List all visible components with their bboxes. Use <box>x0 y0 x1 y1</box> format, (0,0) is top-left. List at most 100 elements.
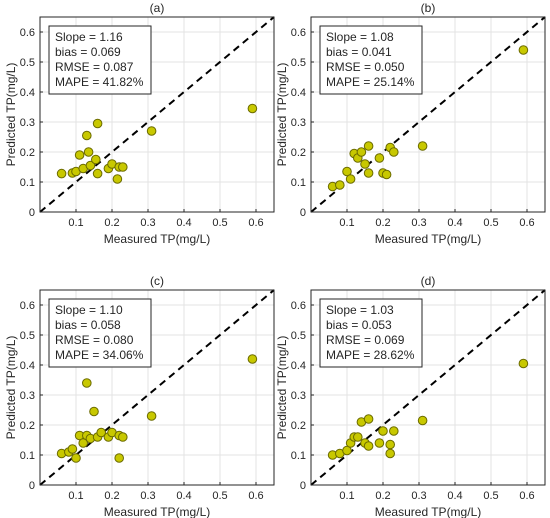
data-point <box>96 427 106 438</box>
y-tick-label: 0.2 <box>20 420 35 432</box>
data-point <box>56 168 67 179</box>
data-point <box>82 378 92 388</box>
axes-frame <box>39 16 275 213</box>
y-tick-label: 0 <box>29 480 35 492</box>
y-axis-label: Predicted TP(mg/L) <box>275 63 289 167</box>
axes-frame <box>310 16 546 213</box>
data-point <box>417 141 428 151</box>
x-tick-label: 0.6 <box>519 217 534 229</box>
data-point <box>78 438 88 448</box>
stat-bias: bias = 0.058 <box>55 318 121 332</box>
stat-slope: Slope = 1.03 <box>326 303 394 317</box>
x-tick-label: 0.6 <box>519 490 534 502</box>
y-tick-label: 0.5 <box>20 57 35 69</box>
x-tick-label: 0.1 <box>339 217 354 229</box>
x-tick-label: 0.6 <box>248 217 263 229</box>
y-axis-label: Predicted TP(mg/L) <box>4 63 18 167</box>
y-tick-label: 0 <box>300 207 306 219</box>
panel-d: 0.1 0.2 0.3 0.4 0.5 0.6 0 0.1 0.2 0.3 0.4 0.5 0.6 (… <box>275 274 546 518</box>
x-tick-label: 0.5 <box>212 490 227 502</box>
x-tick-label: 0.4 <box>176 490 191 502</box>
y-tick-label: 0.2 <box>291 147 306 159</box>
x-tick-labels: 0.1 0.2 0.3 0.4 0.5 0.6 <box>339 482 535 502</box>
y-tick-label: 0 <box>300 480 306 492</box>
x-tick-label: 0.3 <box>411 490 426 502</box>
y-tick-labels: 0 0.1 0.2 0.3 0.4 0.5 0.6 <box>291 300 314 492</box>
x-tick-label: 0.1 <box>339 490 354 502</box>
panel-label: (c) <box>150 274 164 288</box>
panel-label: (d) <box>421 274 436 288</box>
data-point <box>112 174 123 184</box>
stat-slope: Slope = 1.08 <box>326 30 394 44</box>
y-tick-label: 0.6 <box>20 300 35 312</box>
x-tick-label: 0.3 <box>140 217 155 229</box>
stat-rmse: RMSE = 0.050 <box>326 60 405 74</box>
stat-rmse: RMSE = 0.080 <box>55 333 134 347</box>
x-tick-label: 0.5 <box>483 217 498 229</box>
data-point <box>374 153 385 163</box>
x-tick-labels: 0.1 0.2 0.3 0.4 0.5 0.6 <box>68 209 264 229</box>
stat-slope: Slope = 1.16 <box>55 30 123 44</box>
data-point <box>92 168 103 179</box>
y-tick-label: 0.6 <box>291 300 306 312</box>
y-tick-label: 0.2 <box>291 420 306 432</box>
data-point <box>146 411 157 421</box>
x-axis-label: Measured TP(mg/L) <box>375 232 481 246</box>
data-point <box>518 358 529 369</box>
data-point <box>82 130 92 141</box>
data-point <box>389 147 399 157</box>
y-tick-labels: 0 0.1 0.2 0.3 0.4 0.5 0.6 <box>20 27 43 219</box>
y-tick-label: 0.1 <box>291 450 306 462</box>
panel-b: 0.1 0.2 0.3 0.4 0.5 0.6 0 0.1 0.2 0.3 0.4 0.5 0.6 (… <box>275 1 546 246</box>
x-tick-label: 0.2 <box>375 490 390 502</box>
y-tick-label: 0.1 <box>20 177 35 189</box>
data-point <box>385 439 396 450</box>
data-point <box>146 126 157 136</box>
stats-box: Slope = 1.16 bias = 0.069 RMSE = 0.087 M… <box>48 25 152 95</box>
data-point <box>67 444 78 454</box>
y-tick-label: 0.2 <box>20 147 35 159</box>
data-point <box>363 141 374 151</box>
data-point <box>378 426 388 436</box>
data-point <box>71 453 81 463</box>
panel-c: 0.1 0.2 0.3 0.4 0.5 0.6 0 0.1 0.2 0.3 0.4 0.5 0.6 (… <box>4 274 275 518</box>
data-point <box>335 180 345 190</box>
scatter-points <box>327 45 529 192</box>
data-point <box>374 438 385 448</box>
panel-a: 0.1 0.2 0.3 0.4 0.5 0.6 0 0.1 0.2 0.3 0.4 0.5 0.6 (… <box>4 1 275 246</box>
y-tick-label: 0.3 <box>20 117 35 129</box>
x-tick-label: 0.3 <box>411 217 426 229</box>
stats-box: Slope = 1.03 bias = 0.053 RMSE = 0.069 M… <box>319 298 423 368</box>
stat-slope: Slope = 1.10 <box>55 303 123 317</box>
x-tick-label: 0.3 <box>140 490 155 502</box>
data-point <box>85 160 96 171</box>
reference-line <box>39 289 275 486</box>
data-point <box>118 432 128 442</box>
panel-label: (b) <box>421 1 436 15</box>
x-tick-label: 0.5 <box>483 490 498 502</box>
y-tick-labels: 0 0.1 0.2 0.3 0.4 0.5 0.6 <box>291 27 314 219</box>
axes-frame <box>310 289 546 486</box>
y-tick-label: 0.3 <box>291 390 306 402</box>
stat-mape: MAPE = 34.06% <box>55 348 144 362</box>
x-tick-label: 0.2 <box>375 217 390 229</box>
y-tick-labels: 0 0.1 0.2 0.3 0.4 0.5 0.6 <box>20 300 43 492</box>
y-tick-label: 0.4 <box>291 360 306 372</box>
data-point <box>118 162 128 172</box>
scatter-points <box>327 358 529 460</box>
data-point <box>74 150 85 160</box>
stat-rmse: RMSE = 0.087 <box>55 60 134 74</box>
y-axis-label: Predicted TP(mg/L) <box>4 336 18 440</box>
scatter-points <box>56 354 258 463</box>
stats-box-frame <box>48 298 152 368</box>
y-tick-label: 0.5 <box>291 57 306 69</box>
data-point <box>381 169 392 180</box>
x-tick-label: 0.6 <box>248 490 263 502</box>
x-tick-label: 0.4 <box>447 490 462 502</box>
data-point <box>360 159 370 169</box>
data-point <box>363 168 374 178</box>
y-tick-label: 0.4 <box>291 87 306 99</box>
data-point <box>114 453 124 463</box>
x-tick-label: 0.5 <box>212 217 227 229</box>
